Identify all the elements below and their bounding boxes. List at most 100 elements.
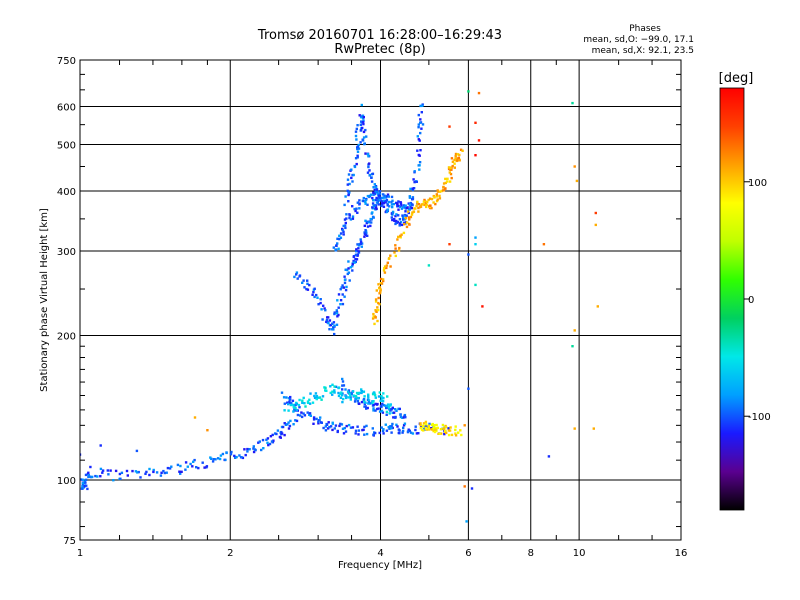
trace-point: [407, 428, 410, 431]
trace-point: [339, 422, 342, 426]
trace-point: [353, 164, 356, 168]
trace-point: [364, 202, 367, 205]
trace-point: [436, 190, 440, 193]
stats-o-mode: mean, sd,O: −99.0, 17.1: [583, 35, 694, 45]
trace-point: [385, 429, 389, 432]
trace-point: [89, 465, 92, 469]
trace-point: [385, 198, 389, 202]
trace-point: [367, 396, 370, 399]
trace-point: [355, 250, 358, 253]
scatter-point: [463, 424, 466, 427]
trace-point: [295, 271, 299, 274]
trace-point: [390, 195, 394, 199]
trace-point: [333, 311, 336, 314]
trace-point: [433, 424, 436, 427]
x-tick-label: 16: [675, 548, 688, 559]
trace-point: [82, 486, 85, 489]
trace-point: [436, 426, 439, 430]
trace-point: [372, 315, 375, 318]
trace-point: [368, 174, 371, 177]
trace-point: [345, 396, 348, 400]
trace-point: [333, 332, 336, 336]
trace-point: [271, 433, 274, 437]
trace-point: [401, 416, 404, 419]
trace-point: [416, 149, 419, 152]
trace-point: [377, 395, 381, 398]
trace-point: [404, 204, 407, 207]
trace-point: [395, 213, 398, 216]
scatter-point: [594, 211, 597, 215]
trace-point: [298, 398, 301, 402]
trace-point: [380, 204, 383, 208]
trace-point: [272, 439, 275, 442]
trace-point: [184, 468, 187, 471]
trace-point: [351, 390, 355, 393]
trace-point: [312, 290, 315, 294]
trace-point: [347, 267, 350, 270]
scatter-point: [135, 449, 139, 453]
trace-point: [326, 316, 329, 319]
trace-point: [345, 424, 348, 428]
trace-point: [379, 288, 382, 291]
trace-point: [454, 152, 458, 156]
trace-point: [378, 431, 381, 435]
trace-point: [295, 273, 298, 276]
trace-point: [357, 250, 360, 253]
trace-point: [399, 205, 402, 209]
trace-point: [440, 189, 443, 193]
trace-point: [372, 193, 375, 196]
trace-point: [311, 401, 315, 404]
trace-point: [284, 423, 288, 426]
scatter-point: [474, 236, 477, 239]
trace-point: [362, 136, 366, 139]
trace-point: [387, 425, 390, 429]
trace-point: [381, 278, 385, 281]
trace-point: [345, 217, 348, 220]
trace-point: [426, 200, 429, 204]
trace-point: [364, 219, 367, 222]
trace-point: [359, 141, 362, 144]
trace-point: [401, 216, 405, 219]
trace-point: [336, 315, 339, 318]
x-tick-label: 8: [528, 548, 534, 559]
colorbar-label: [deg]: [719, 71, 754, 86]
trace-point: [383, 194, 386, 197]
trace-point: [328, 328, 331, 331]
trace-point: [243, 448, 246, 451]
trace-point: [332, 328, 335, 331]
trace-point: [415, 432, 419, 435]
trace-point: [292, 410, 295, 413]
y-tick-label: 750: [57, 56, 76, 67]
trace-point: [373, 392, 376, 395]
trace-point: [332, 246, 335, 249]
trace-point: [83, 485, 86, 488]
trace-point: [230, 450, 233, 454]
trace-point: [401, 214, 404, 217]
trace-point: [393, 219, 396, 222]
trace-point: [453, 158, 456, 162]
trace-point: [371, 401, 374, 404]
trace-point: [367, 399, 371, 402]
trace-point: [430, 423, 434, 427]
trace-point: [447, 166, 451, 169]
trace-point: [333, 312, 336, 316]
trace-point: [356, 201, 359, 204]
trace-point: [374, 409, 377, 412]
trace-point: [380, 409, 384, 413]
trace-point: [219, 454, 223, 457]
trace-point: [347, 423, 351, 427]
trace-point: [450, 168, 453, 171]
colorbar-tick-label: 0: [748, 295, 754, 306]
trace-point: [420, 127, 423, 130]
trace-point: [382, 404, 385, 407]
trace-point: [168, 467, 172, 470]
trace-point: [289, 403, 293, 407]
trace-point: [81, 483, 85, 486]
trace-point: [369, 193, 373, 196]
trace-point: [442, 427, 446, 431]
trace-point: [313, 396, 317, 399]
trace-point: [403, 214, 406, 217]
trace-point: [294, 406, 297, 410]
trace-point: [372, 204, 375, 208]
trace-point: [348, 216, 351, 220]
